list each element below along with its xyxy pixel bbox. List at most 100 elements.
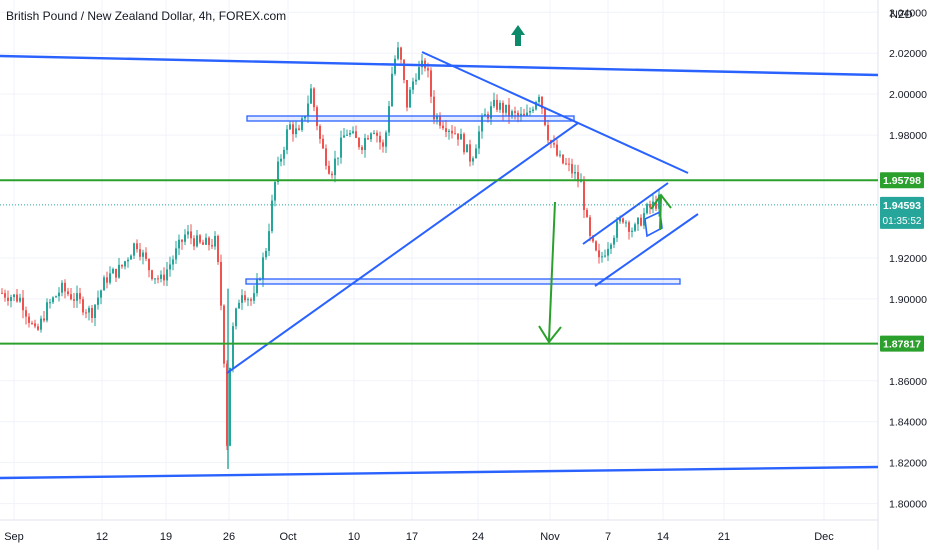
candle-body bbox=[265, 250, 267, 258]
trendline-descending[interactable] bbox=[421, 51, 689, 174]
candle-body bbox=[259, 279, 261, 281]
candle-body bbox=[565, 163, 567, 165]
y-tick-label: 1.86000 bbox=[889, 376, 927, 388]
x-tick-label: 14 bbox=[657, 531, 669, 543]
candle-body bbox=[1, 292, 3, 294]
candle-body bbox=[514, 111, 516, 113]
candle-body bbox=[586, 210, 588, 218]
candle-body bbox=[337, 157, 339, 159]
candle-body bbox=[136, 243, 138, 250]
chart-title: British Pound / New Zealand Dollar, 4h, … bbox=[6, 9, 287, 23]
candle-body bbox=[511, 111, 513, 116]
candle-body bbox=[28, 316, 30, 324]
candle-body bbox=[544, 108, 546, 126]
candle-body bbox=[562, 154, 564, 164]
candle-body bbox=[193, 238, 195, 247]
y-tick-label: 2.04000 bbox=[889, 7, 927, 19]
candle-body bbox=[25, 310, 27, 317]
candle-body bbox=[598, 250, 600, 258]
candle-body bbox=[43, 318, 45, 321]
candle-body bbox=[73, 299, 75, 301]
candle-body bbox=[571, 164, 573, 174]
candle-body bbox=[142, 252, 144, 257]
up-arrow[interactable] bbox=[650, 193, 672, 231]
trendline-rising[interactable] bbox=[226, 122, 579, 374]
candle-body bbox=[361, 147, 363, 151]
candle-body bbox=[46, 302, 48, 321]
x-tick-label: 21 bbox=[718, 531, 730, 543]
x-tick-label: 12 bbox=[96, 531, 108, 543]
level-badge-resistance bbox=[880, 172, 924, 189]
candle-body bbox=[7, 297, 9, 301]
candle-body bbox=[349, 132, 351, 135]
y-tick-label: 2.02000 bbox=[889, 48, 927, 60]
candle-body bbox=[88, 307, 90, 313]
candle-body bbox=[247, 299, 249, 301]
flag-pattern[interactable] bbox=[644, 210, 663, 238]
candle-body bbox=[118, 264, 120, 278]
support-zone[interactable] bbox=[245, 278, 681, 285]
channel-lower[interactable] bbox=[594, 213, 699, 287]
candle-body bbox=[376, 132, 378, 136]
drawings[interactable] bbox=[0, 25, 879, 480]
candle-body bbox=[478, 131, 480, 149]
candle-body bbox=[289, 124, 291, 130]
candle-body bbox=[172, 259, 174, 265]
level-badge-label: 1.95798 bbox=[883, 175, 921, 187]
channel-upper[interactable] bbox=[582, 182, 669, 245]
candle-body bbox=[373, 132, 375, 134]
candle-body bbox=[169, 264, 171, 270]
candle-body bbox=[190, 231, 192, 239]
y-tick-label: 1.98000 bbox=[889, 130, 927, 142]
candle-body bbox=[301, 118, 303, 130]
trendline-lower[interactable] bbox=[0, 465, 879, 480]
candle-body bbox=[538, 96, 540, 102]
candle-body bbox=[358, 137, 360, 148]
x-tick-label: 17 bbox=[406, 531, 418, 543]
candle-body bbox=[559, 154, 561, 156]
resistance-zone[interactable] bbox=[246, 115, 575, 122]
candle-body bbox=[580, 181, 582, 183]
candle-body bbox=[163, 274, 165, 281]
trendline-upper[interactable] bbox=[0, 54, 879, 77]
candle-body bbox=[619, 218, 621, 222]
candle-body bbox=[49, 302, 51, 304]
candle-body bbox=[526, 112, 528, 116]
candle-body bbox=[232, 326, 234, 368]
candle-body bbox=[166, 269, 168, 281]
candle-body bbox=[262, 257, 264, 280]
y-tick-label: 1.90000 bbox=[889, 294, 927, 306]
candle-body bbox=[106, 277, 108, 283]
candle-body bbox=[103, 277, 105, 291]
x-tick-label: 24 bbox=[472, 531, 484, 543]
candle-body bbox=[97, 297, 99, 305]
grid bbox=[0, 0, 878, 520]
candle-body bbox=[484, 114, 486, 116]
candle-body bbox=[541, 96, 543, 109]
time-axis: Sep 12 19 26 Oct 10 17 24 Nov 7 14 21 Dec bbox=[0, 519, 878, 543]
candle-body bbox=[454, 133, 456, 135]
candle-body bbox=[625, 222, 627, 224]
candle-body bbox=[331, 173, 333, 176]
candle-body bbox=[79, 293, 81, 300]
candle-body bbox=[553, 143, 555, 145]
candle-body bbox=[205, 237, 207, 245]
candle-body bbox=[400, 47, 402, 60]
candle-body bbox=[460, 133, 462, 140]
candle-body bbox=[385, 132, 387, 147]
candle-body bbox=[37, 326, 39, 330]
candle-body bbox=[421, 60, 423, 68]
candle-body bbox=[517, 112, 519, 116]
candle-body bbox=[181, 239, 183, 242]
candle-body bbox=[145, 252, 147, 259]
candle-body bbox=[19, 297, 21, 302]
candle-body bbox=[481, 115, 483, 132]
candle-body bbox=[31, 323, 33, 325]
down-arrow[interactable] bbox=[538, 201, 562, 344]
candle-body bbox=[490, 106, 492, 119]
y-tick-label: 1.80000 bbox=[889, 499, 927, 511]
candle-body bbox=[16, 294, 18, 302]
candle-body bbox=[646, 204, 648, 214]
